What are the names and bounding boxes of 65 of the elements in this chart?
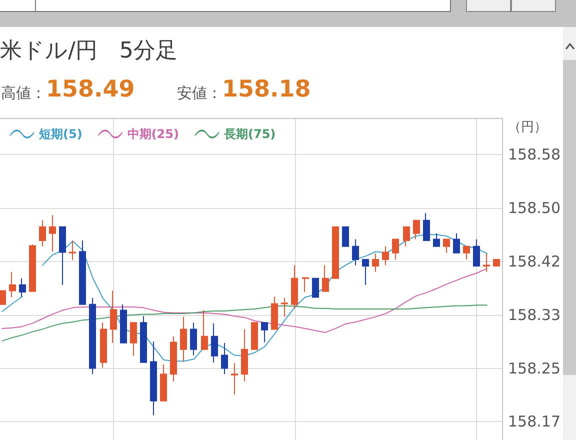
candlestick [120,304,127,344]
candlestick [463,246,470,260]
y-tick-label: 158.50 [508,198,560,217]
candlestick [302,277,309,293]
candlestick [9,271,16,298]
candlestick [19,278,26,298]
candlestick [170,336,177,382]
candlestick [241,328,248,382]
candlestick [281,297,288,318]
candlestick [160,364,167,402]
candlestick [443,238,450,254]
text: 高値：158.49 [1,76,135,102]
candlestick [190,322,197,356]
candlestick [312,278,319,298]
candlestick [271,296,278,330]
candlestick [392,238,399,260]
candlestick [79,240,86,305]
candlestick [493,258,500,266]
chart-title: 米ドル/円 5分足 [0,38,178,64]
candlestick [352,238,359,266]
candlestick [332,226,339,279]
text: 安値：158.18 [177,76,311,102]
candlestick [150,341,157,416]
candlestick [251,322,258,350]
candlestick [140,316,147,363]
candlestick [39,220,46,247]
candlestick [413,220,420,240]
y-tick-label: 158.17 [508,412,560,431]
candlestick [231,362,238,395]
candlestick [382,246,389,266]
line-series [2,268,488,333]
candlestick [59,226,66,286]
candlestick [291,264,298,309]
y-axis-title: （円） [508,120,547,135]
candlestick [453,232,460,254]
candlestick [100,322,107,368]
candlestick [433,232,440,247]
candlestick [473,238,480,266]
y-tick-label: 158.42 [508,252,560,270]
legend-label: 短期(5) [38,127,82,141]
candlestick [201,310,208,350]
candlestick [211,322,218,363]
candlestick [69,240,76,261]
y-tick-label: 158.33 [508,306,560,324]
candlestick [110,290,117,344]
candlestick [221,342,228,375]
candlestick [322,264,329,292]
candlestick [403,226,410,247]
candlestick [362,258,369,286]
candlestick [130,322,137,356]
candlestick [89,297,96,375]
legend-label: 中期(25) [127,127,179,141]
candlestick [49,214,56,252]
candlestick [261,322,268,343]
candlestick [0,290,6,305]
candlestick [342,226,349,247]
line-series [2,304,488,342]
legend-label: 長期(75) [222,127,276,141]
y-tick-label: 158.25 [508,359,560,378]
y-tick-label: 158.58 [508,146,560,164]
candlestick [483,253,490,272]
candlestick [423,212,430,242]
candlestick [372,253,379,272]
candlestick [29,244,36,292]
candlestick [180,316,187,362]
